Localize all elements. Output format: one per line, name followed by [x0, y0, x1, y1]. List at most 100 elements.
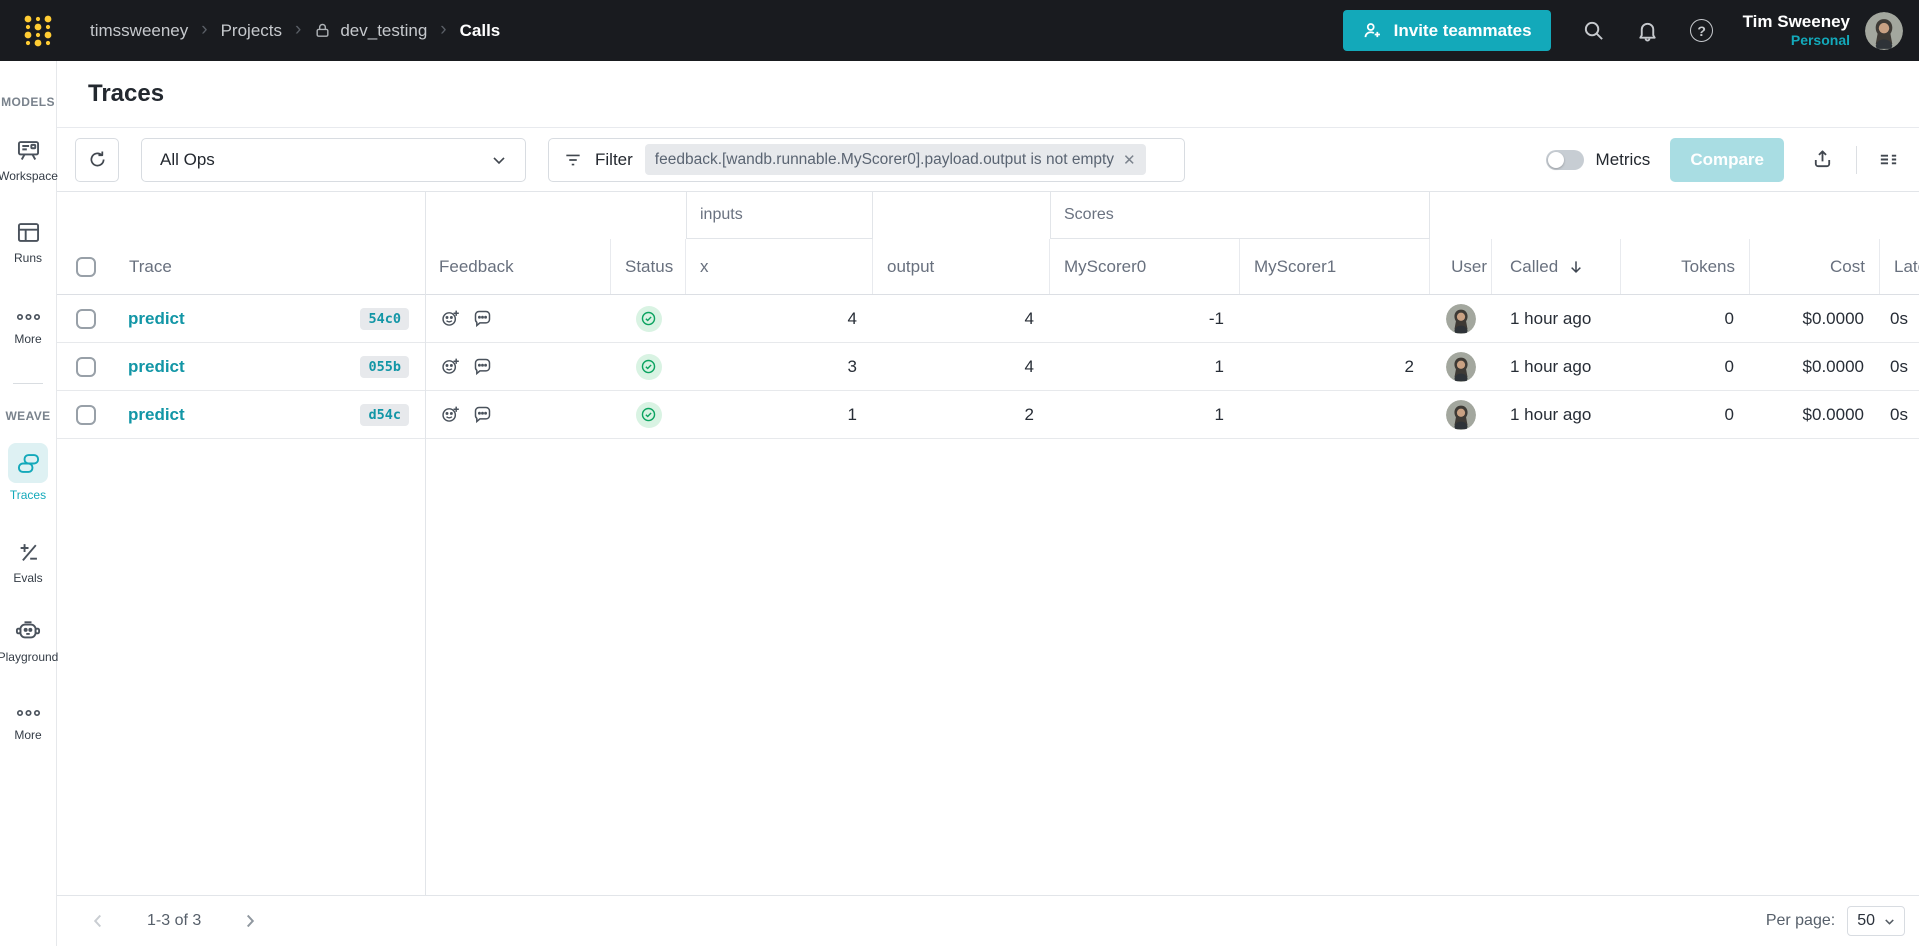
cell-latency: 0s	[1890, 356, 1908, 376]
invite-teammates-button[interactable]: Invite teammates	[1342, 10, 1551, 51]
chevron-right-icon: ›	[440, 19, 447, 40]
row-checkbox[interactable]	[76, 308, 96, 329]
sidebar-item-more-models[interactable]: More	[0, 307, 56, 346]
row-checkbox[interactable]	[76, 356, 96, 377]
trace-op-link[interactable]: predict	[128, 356, 185, 376]
export-icon[interactable]	[1811, 148, 1834, 171]
select-all-checkbox[interactable]	[76, 256, 96, 277]
refresh-button[interactable]	[75, 137, 119, 182]
call-id-chip: 54c0	[360, 307, 409, 330]
close-icon[interactable]: ✕	[1123, 151, 1136, 169]
column-header-trace[interactable]: Trace	[129, 256, 172, 276]
pagination-range: 1-3 of 3	[147, 912, 202, 929]
filter-bar[interactable]: Filter feedback.[wandb.runnable.MyScorer…	[548, 137, 1185, 182]
cell-tokens: 0	[1724, 356, 1734, 376]
notifications-bell-icon[interactable]	[1621, 11, 1675, 51]
sidebar-item-traces[interactable]: Traces	[0, 443, 56, 502]
wandb-logo-icon[interactable]	[24, 12, 54, 50]
breadcrumb: timssweeney › Projects › dev_testing › C…	[90, 20, 500, 41]
cell-latency: 0s	[1890, 404, 1908, 424]
avatar[interactable]	[1865, 11, 1903, 50]
trace-op-link[interactable]: predict	[128, 404, 185, 424]
column-group-scores: Scores	[1050, 192, 1430, 239]
playground-robot-icon	[14, 617, 42, 645]
topbar-actions: Invite teammates ? Tim Sweeney Personal	[1342, 10, 1903, 51]
pagination-next-icon[interactable]	[239, 910, 261, 932]
page-header: Traces	[57, 61, 1919, 128]
cell-output: 4	[1024, 308, 1034, 328]
metrics-toggle[interactable]	[1545, 149, 1584, 170]
per-page-value: 50	[1857, 912, 1875, 929]
column-header-feedback[interactable]: Feedback	[425, 239, 611, 294]
add-reaction-icon[interactable]	[440, 308, 461, 329]
breadcrumb-entity[interactable]: timssweeney	[90, 20, 189, 40]
pagination-prev-icon[interactable]	[87, 910, 109, 932]
main-content: Traces All Ops Filter feedbac	[57, 61, 1919, 946]
breadcrumb-projects[interactable]: Projects	[220, 20, 283, 40]
cell-latency: 0s	[1890, 308, 1908, 328]
filter-label: Filter	[595, 149, 633, 169]
column-header-myscorer1[interactable]: MyScorer1	[1240, 239, 1430, 294]
op-selector-value: All Ops	[160, 149, 215, 169]
sidebar-item-evals[interactable]: Evals	[0, 539, 56, 585]
per-page-select[interactable]: 50	[1847, 906, 1905, 936]
op-selector-dropdown[interactable]: All Ops	[141, 137, 526, 182]
column-header-cost[interactable]: Cost	[1750, 239, 1880, 294]
breadcrumb-page[interactable]: Calls	[459, 20, 501, 40]
invite-teammates-label: Invite teammates	[1393, 20, 1532, 40]
row-checkbox[interactable]	[76, 404, 96, 425]
search-icon[interactable]	[1567, 11, 1621, 51]
user-menu[interactable]: Tim Sweeney Personal	[1743, 12, 1850, 49]
manage-columns-icon[interactable]	[1877, 148, 1900, 171]
column-header-tokens[interactable]: Tokens	[1621, 239, 1750, 294]
cell-cost: $0.0000	[1802, 404, 1864, 424]
sidebar-item-runs[interactable]: Runs	[0, 219, 56, 265]
cell-input-x: 3	[847, 356, 857, 376]
add-reaction-icon[interactable]	[440, 404, 461, 425]
column-header-input-x[interactable]: x	[686, 239, 873, 294]
add-reaction-icon[interactable]	[440, 356, 461, 377]
column-group-row: inputs Scores	[57, 192, 1919, 239]
table-row[interactable]: predict d54c	[57, 391, 1919, 439]
top-navigation-bar: timssweeney › Projects › dev_testing › C…	[0, 0, 1919, 61]
calls-table: inputs Scores Trace Feedback Status x ou…	[57, 192, 1919, 895]
help-icon[interactable]: ?	[1675, 11, 1729, 51]
sidebar-item-workspace[interactable]: Workspace	[0, 137, 58, 183]
filter-chip[interactable]: feedback.[wandb.runnable.MyScorer0].payl…	[644, 144, 1146, 175]
comment-icon[interactable]	[472, 356, 493, 377]
column-header-status[interactable]: Status	[611, 239, 686, 294]
cell-output: 2	[1024, 404, 1034, 424]
table-row[interactable]: predict 055b	[57, 343, 1919, 391]
avatar	[1446, 399, 1476, 430]
cell-called: 1 hour ago	[1510, 356, 1592, 376]
column-header-latency[interactable]: Latency	[1894, 256, 1919, 276]
chevron-down-icon	[489, 150, 509, 170]
table-row[interactable]: predict 54c0	[57, 295, 1919, 343]
cell-tokens: 0	[1724, 308, 1734, 328]
breadcrumb-project[interactable]: dev_testing	[340, 20, 428, 40]
compare-button[interactable]: Compare	[1670, 137, 1784, 182]
sidebar-item-label: Traces	[9, 488, 47, 502]
cell-myscorer1: 2	[1404, 356, 1414, 376]
column-group-inputs: inputs	[686, 192, 873, 239]
sidebar-item-label: Evals	[13, 571, 43, 585]
column-header-called[interactable]: Called	[1492, 239, 1621, 294]
column-header-myscorer0[interactable]: MyScorer0	[1050, 239, 1240, 294]
sidebar-item-playground[interactable]: Playground	[0, 617, 59, 664]
sidebar-section-models: MODELS	[1, 95, 55, 109]
column-header-user[interactable]: User	[1430, 239, 1492, 294]
chevron-right-icon: ›	[201, 19, 208, 40]
trace-op-link[interactable]: predict	[128, 308, 185, 328]
comment-icon[interactable]	[472, 308, 493, 329]
comment-icon[interactable]	[472, 404, 493, 425]
cell-tokens: 0	[1724, 404, 1734, 424]
column-header-output[interactable]: output	[873, 239, 1050, 294]
more-dots-icon	[15, 703, 42, 723]
metrics-toggle-label: Metrics	[1595, 149, 1651, 169]
add-user-icon	[1362, 20, 1383, 41]
avatar	[1446, 351, 1476, 382]
evals-icon	[15, 539, 42, 566]
sidebar-item-more-weave[interactable]: More	[0, 703, 56, 742]
sidebar-item-label: Playground	[0, 650, 59, 664]
cell-myscorer0: -1	[1208, 308, 1224, 328]
